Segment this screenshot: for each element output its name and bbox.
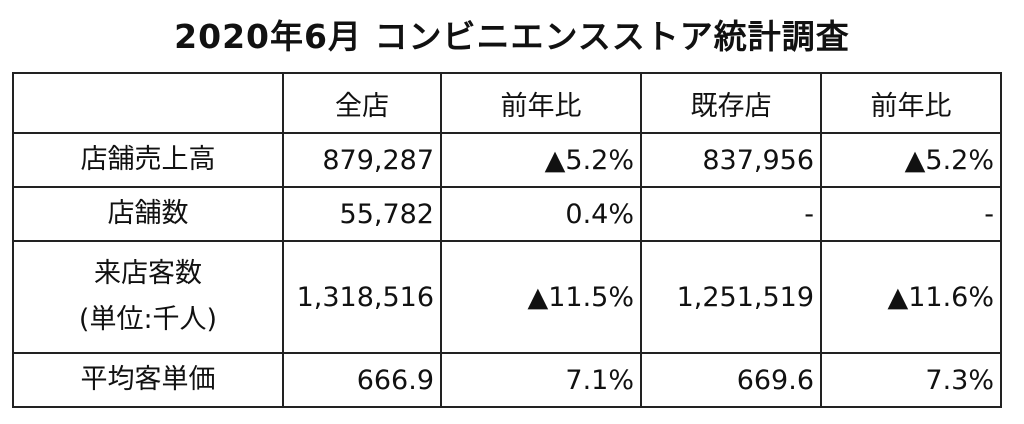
value-cell: 1,318,516: [282, 240, 442, 354]
value-cell: 879,287: [282, 132, 442, 188]
table-row: 店舗売上高 879,287 ▲5.2% 837,956 ▲5.2%: [12, 132, 1002, 188]
row-label: 来店客数 (単位:千人): [12, 240, 284, 354]
row-label: 店舗売上高: [12, 132, 284, 188]
header-cell: 既存店: [640, 72, 822, 134]
value-cell: ▲11.6%: [820, 240, 1002, 354]
value-cell: 1,251,519: [640, 240, 822, 354]
title: 2020年6月 コンビニエンスストア統計調査: [174, 17, 850, 56]
value-cell: ▲5.2%: [440, 132, 642, 188]
label-line: 店舗売上高: [80, 144, 216, 175]
value-cell: ▲5.2%: [820, 132, 1002, 188]
corner-cell: [12, 72, 284, 134]
value-cell: 0.4%: [440, 186, 642, 242]
value-cell: 669.6: [640, 352, 822, 408]
table-body: 全店 前年比 既存店 前年比 店舗売上高 879,287 ▲5.2% 837,956 ▲5.2…: [12, 72, 1002, 408]
header-cell: 全店: [282, 72, 442, 134]
value-cell: 55,782: [282, 186, 442, 242]
row-label: 店舗数: [12, 186, 284, 242]
label-line: 平均客単価: [80, 364, 216, 395]
header-row: 全店 前年比 既存店 前年比: [12, 72, 1002, 134]
label-line: 来店客数: [94, 258, 202, 289]
value-cell: 837,956: [640, 132, 822, 188]
value-cell: 7.3%: [820, 352, 1002, 408]
value-cell: 7.1%: [440, 352, 642, 408]
value-cell: ▲11.5%: [440, 240, 642, 354]
header-cell: 前年比: [440, 72, 642, 134]
stats-table: 全店 前年比 既存店 前年比 店舗売上高 879,287 ▲5.2% 837,956 ▲5.2…: [12, 72, 1002, 408]
table-row: 店舗数 55,782 0.4% - -: [12, 186, 1002, 242]
table-row: 来店客数 (単位:千人) 1,318,516 ▲11.5% 1,251,519 ▲11.6…: [12, 240, 1002, 354]
value-cell: -: [640, 186, 822, 242]
label-line: 店舗数: [107, 198, 189, 229]
value-cell: 666.9: [282, 352, 442, 408]
header-cell: 前年比: [820, 72, 1002, 134]
row-label: 平均客単価: [12, 352, 284, 408]
value-cell: -: [820, 186, 1002, 242]
label-line: (単位:千人): [78, 304, 218, 335]
table-row: 平均客単価 666.9 7.1% 669.6 7.3%: [12, 352, 1002, 408]
